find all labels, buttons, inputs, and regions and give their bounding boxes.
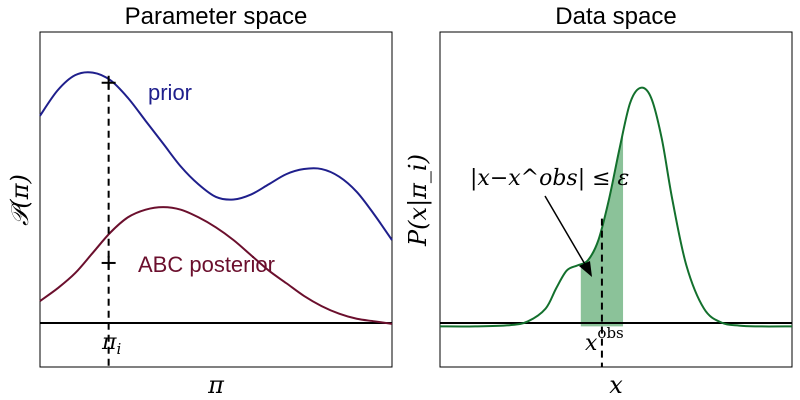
pi-i-tick-label: πi — [101, 330, 121, 358]
x-obs-tick-main: x — [585, 331, 598, 356]
annotation-arrow-head — [579, 261, 592, 277]
likelihood-curve — [439, 86, 793, 328]
epsilon-annotation: |x−x^obs| ≤ ε — [470, 166, 629, 191]
pi-i-tick-sub: i — [116, 340, 121, 358]
prior-curve — [39, 71, 393, 241]
panel-parameter-space: Parameter space prior ABC posterior πi π… — [6, 3, 393, 399]
right-ylabel: P(x|π_i) — [404, 154, 433, 247]
abc-posterior-curve — [39, 206, 393, 325]
left-xlabel: π — [207, 371, 225, 399]
right-xlabel: x — [609, 371, 623, 399]
x-obs-tick-label: xobs — [585, 324, 624, 356]
abc-posterior-label: ABC posterior — [138, 252, 275, 277]
right-axes-frame — [439, 31, 793, 368]
left-ylabel: 𝒫(π) — [6, 174, 34, 226]
pi-i-tick-main: π — [101, 330, 117, 355]
panel-data-space: Data space |x−x^obs| ≤ ε xobs x P(x|π_i) — [404, 3, 793, 399]
right-title: Data space — [555, 3, 676, 30]
prior-label: prior — [148, 80, 192, 105]
left-title: Parameter space — [125, 3, 308, 30]
left-axes-frame — [39, 31, 393, 368]
x-obs-tick-sup: obs — [597, 324, 623, 342]
annotation-arrow-shaft — [544, 195, 587, 267]
